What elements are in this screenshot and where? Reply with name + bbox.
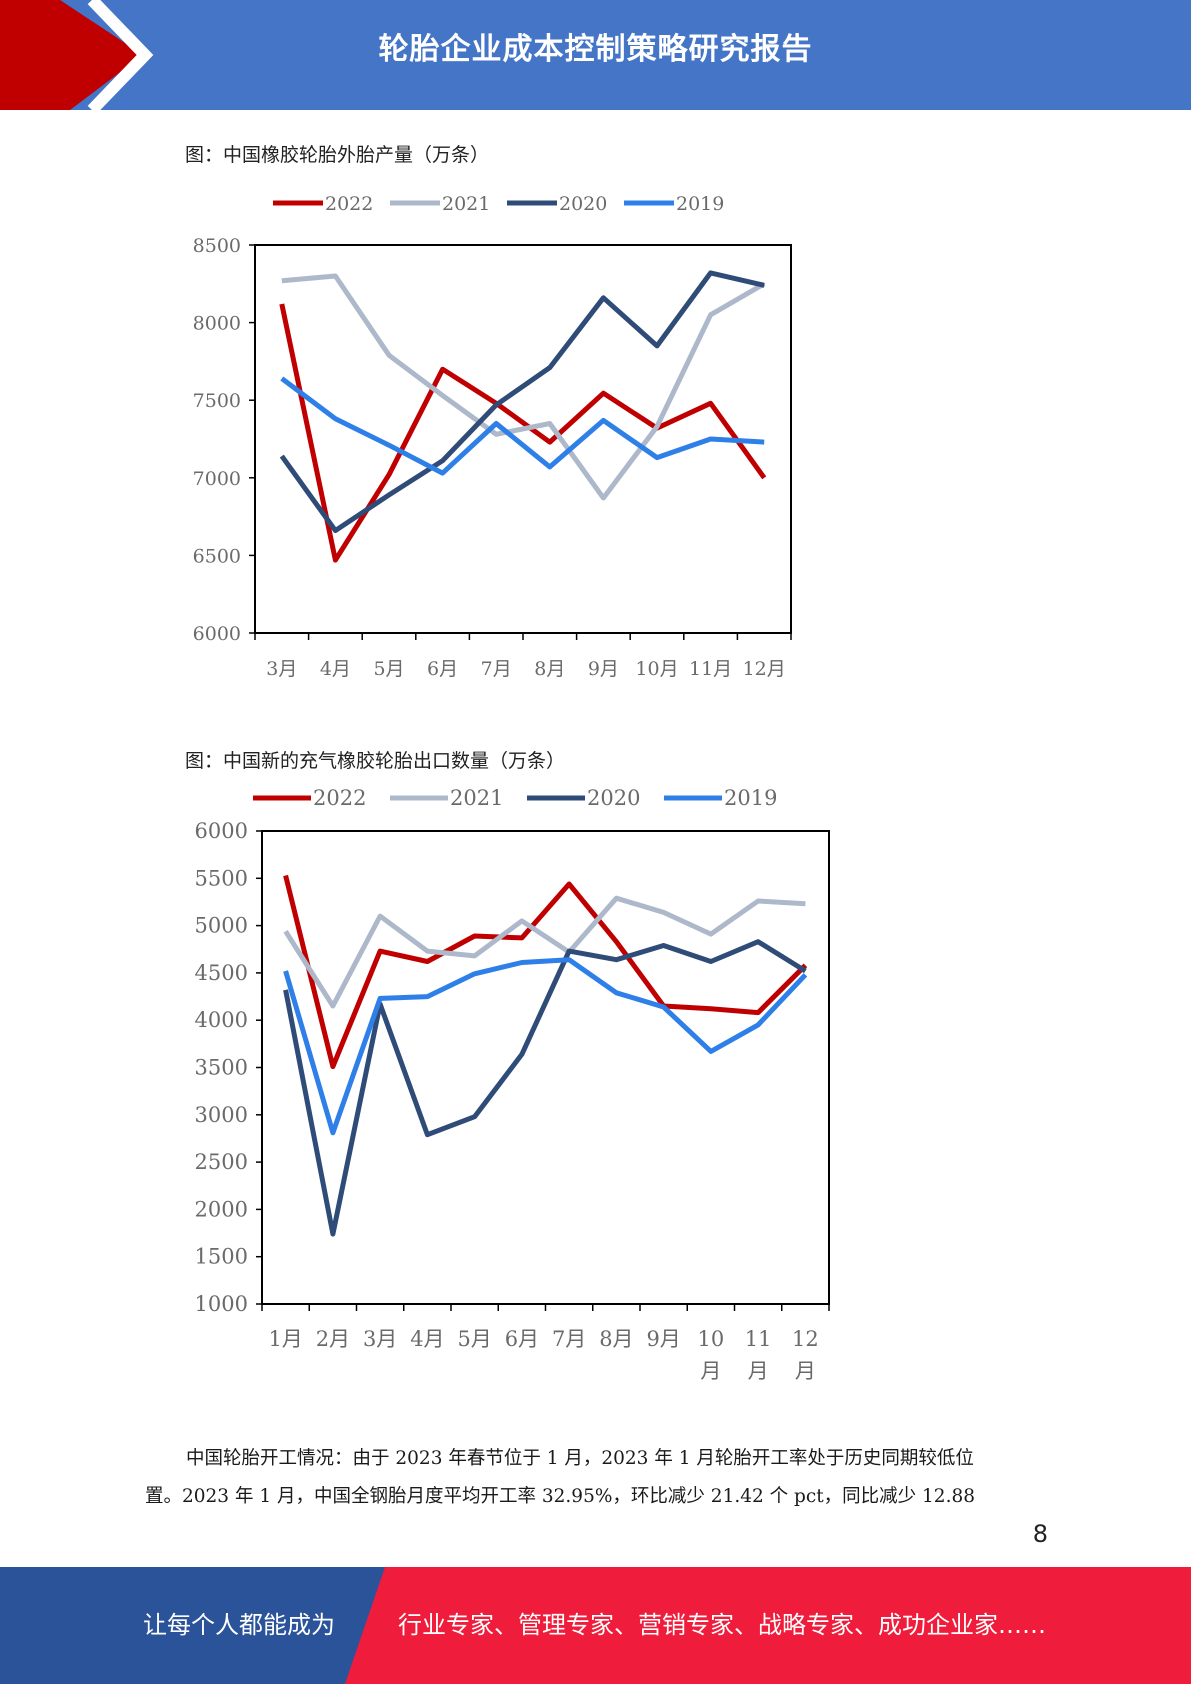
body-paragraph: 中国轮胎开工情况：由于 2023 年春节位于 1 月，2023 年 1 月轮胎开…: [145, 1440, 1045, 1516]
x-tick-label: 6月: [505, 1327, 539, 1351]
series-line-2022: [282, 304, 764, 560]
y-tick-label: 4000: [195, 1008, 248, 1032]
y-tick-label: 7000: [193, 468, 241, 490]
y-tick-label: 7500: [193, 390, 241, 412]
x-tick-label: 9月: [646, 1327, 680, 1351]
y-tick-label: 8000: [193, 313, 241, 335]
x-tick-label: 11月: [689, 658, 732, 680]
y-tick-label: 6000: [193, 623, 241, 645]
x-tick-label: 4月: [320, 658, 351, 680]
x-tick-label: 5月: [457, 1327, 491, 1351]
page-header: 轮胎企业成本控制策略研究报告: [0, 0, 1191, 110]
plot-frame: [262, 831, 829, 1304]
y-tick-label: 4500: [195, 961, 248, 985]
legend-item-2020: 2020: [507, 193, 607, 215]
x-tick-label: 2月: [316, 1327, 350, 1351]
series-line-2020: [282, 273, 764, 531]
legend-item-2019: 2019: [664, 786, 777, 810]
x-tick-label: 12月: [792, 1327, 819, 1383]
legend-label: 2022: [313, 786, 366, 810]
y-tick-label: 6500: [193, 545, 241, 567]
x-tick-label: 6月: [427, 658, 458, 680]
footer-slogan-left: 让每个人都能成为: [143, 1567, 335, 1684]
x-tick-label: 5月: [373, 658, 404, 680]
x-tick-label: 8月: [534, 658, 565, 680]
y-tick-label: 2500: [195, 1150, 248, 1174]
y-tick-label: 1500: [195, 1245, 248, 1269]
legend-item-2021: 2021: [390, 786, 503, 810]
legend-label: 2021: [442, 193, 490, 215]
report-title: 轮胎企业成本控制策略研究报告: [0, 0, 1191, 100]
y-tick-label: 6000: [195, 819, 248, 843]
x-tick-label: 8月: [599, 1327, 633, 1351]
x-tick-label: 7月: [552, 1327, 586, 1351]
tire-export-chart: 2022 2021 2020 2019 1000 1500 2000 2500 3000 3500…: [185, 775, 845, 1395]
legend-label: 2019: [676, 193, 724, 215]
x-tick-label: 10月: [635, 658, 678, 680]
legend-item-2021: 2021: [390, 193, 490, 215]
x-tick-label: 3月: [266, 658, 297, 680]
paragraph-line-1: 中国轮胎开工情况：由于 2023 年春节位于 1 月，2023 年 1 月轮胎开…: [145, 1440, 1045, 1478]
page-number: 8: [1033, 1520, 1048, 1548]
y-tick-label: 5500: [195, 866, 248, 890]
x-tick-label: 4月: [410, 1327, 444, 1351]
legend-item-2022: 2022: [253, 786, 366, 810]
legend-label: 2020: [587, 786, 640, 810]
legend-item-2022: 2022: [273, 193, 373, 215]
y-tick-label: 8500: [193, 235, 241, 257]
tire-production-chart: 2022 2021 2020 2019 6000 6500 7000 7500 8000 8500…: [185, 180, 805, 680]
paragraph-line-2: 置。2023 年 1 月，中国全钢胎月度平均开工率 32.95%，环比减少 21…: [145, 1478, 1045, 1516]
y-tick-label: 1000: [195, 1292, 248, 1316]
y-tick-label: 5000: [195, 914, 248, 938]
legend-item-2019: 2019: [624, 193, 724, 215]
series-line-2019: [282, 379, 764, 474]
figure-2-caption: 图：中国新的充气橡胶轮胎出口数量（万条）: [185, 746, 565, 773]
x-tick-label: 3月: [363, 1327, 397, 1351]
x-tick-label: 7月: [481, 658, 512, 680]
x-tick-label: 9月: [588, 658, 619, 680]
legend-label: 2019: [724, 786, 777, 810]
footer-slogan-right: 行业专家、管理专家、营销专家、战略专家、成功企业家……: [398, 1567, 1046, 1684]
legend-label: 2022: [325, 193, 373, 215]
x-tick-label: 11月: [745, 1327, 772, 1383]
x-tick-label: 12月: [743, 658, 786, 680]
page-footer: 让每个人都能成为 行业专家、管理专家、营销专家、战略专家、成功企业家……: [0, 1567, 1191, 1684]
x-tick-label: 1月: [268, 1327, 302, 1351]
y-tick-label: 3000: [195, 1103, 248, 1127]
y-tick-label: 3500: [195, 1056, 248, 1080]
y-tick-label: 2000: [195, 1197, 248, 1221]
figure-1-caption: 图：中国橡胶轮胎外胎产量（万条）: [185, 140, 489, 167]
legend-label: 2021: [450, 786, 503, 810]
x-tick-label: 10月: [698, 1327, 725, 1383]
legend-label: 2020: [559, 193, 607, 215]
legend-item-2020: 2020: [527, 786, 640, 810]
